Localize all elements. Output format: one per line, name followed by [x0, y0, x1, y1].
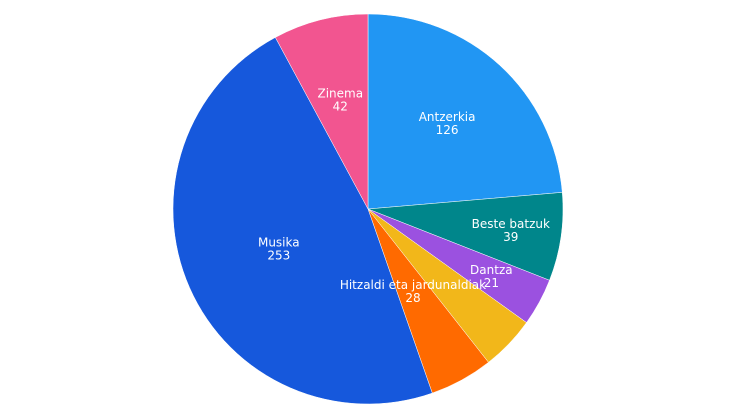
slice-value: 21 — [484, 276, 499, 290]
slice-value: 42 — [333, 99, 348, 113]
slice-label: Beste batzuk — [472, 217, 550, 231]
slice-label: Hitzaldi eta jardunaldiak — [340, 278, 486, 292]
pie-slices — [172, 13, 564, 405]
pie-slice[interactable] — [275, 13, 369, 210]
slice-value: 39 — [503, 230, 518, 244]
slice-value: 28 — [405, 291, 420, 305]
slice-label: Zinema — [317, 86, 363, 100]
pie-slice[interactable] — [172, 37, 433, 405]
slice-value: 253 — [267, 248, 290, 262]
slice-label: Musika — [258, 235, 300, 249]
slice-label: Dantza — [470, 263, 513, 277]
slice-value: 126 — [436, 123, 459, 137]
pie-slice[interactable] — [367, 13, 563, 210]
slice-label: Antzerkia — [419, 110, 476, 124]
